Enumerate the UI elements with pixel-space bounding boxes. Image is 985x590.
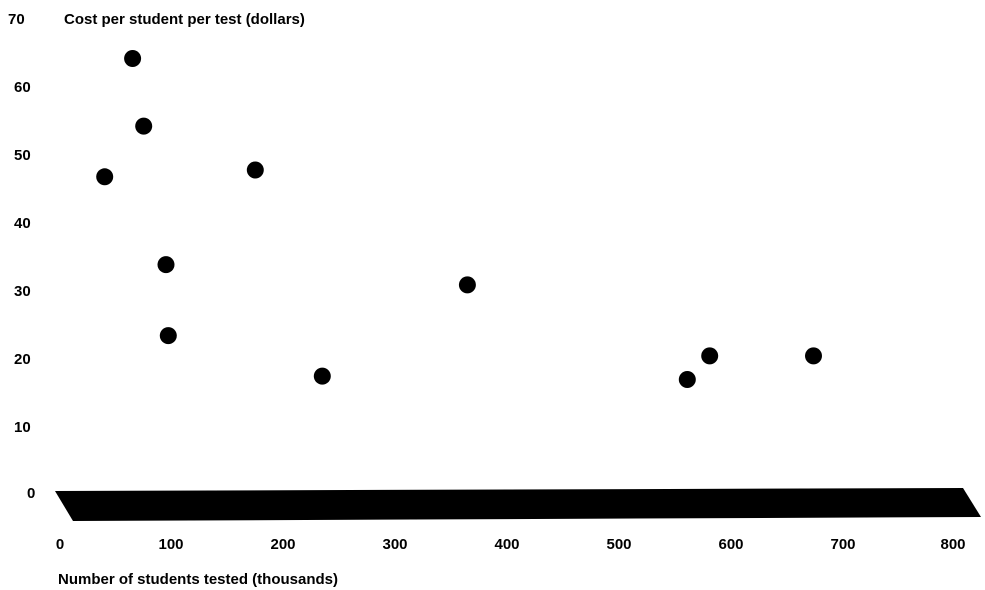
axis-base-slab [55,488,981,521]
y-tick-labels: 70 60 50 40 30 20 10 0 [8,11,35,502]
y-tick-label: 0 [27,485,35,502]
data-point [678,371,696,388]
x-tick-label: 400 [494,536,519,553]
data-point [157,256,175,274]
data-point [124,50,142,67]
x-tick-label: 200 [270,536,295,553]
y-tick-label: 60 [14,79,31,96]
x-tick-label: 700 [830,536,855,553]
x-axis-title: Number of students tested (thousands) [58,571,338,588]
y-tick-label: 10 [14,419,31,436]
x-tick-label: 300 [382,536,407,553]
data-point [805,347,822,365]
x-tick-label: 800 [940,536,965,553]
data-point [701,347,719,365]
x-tick-label: 0 [56,536,64,553]
y-tick-label: 30 [14,283,31,300]
x-tick-labels: 0 100 200 300 400 500 600 700 800 [56,536,966,553]
y-tick-label: 20 [14,351,31,368]
x-tick-label: 600 [718,536,743,553]
y-tick-label: 70 [8,11,25,28]
data-point [458,276,476,294]
data-point [313,367,331,385]
data-point [96,168,114,186]
x-tick-label: 100 [158,536,183,553]
y-tick-label: 40 [14,215,31,232]
y-axis-title: Cost per student per test (dollars) [64,11,305,28]
data-point [135,117,153,135]
y-tick-label: 50 [14,147,31,164]
data-point [246,161,264,179]
data-points [96,50,822,388]
data-point [159,327,177,345]
x-tick-label: 500 [606,536,631,553]
